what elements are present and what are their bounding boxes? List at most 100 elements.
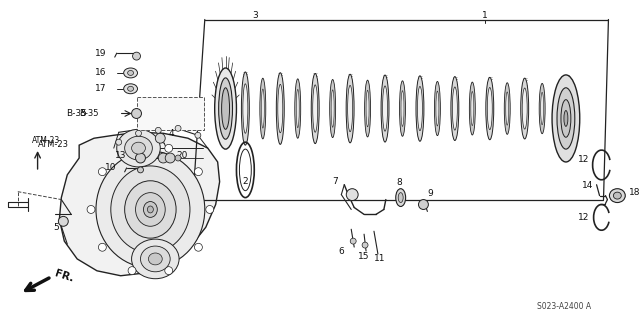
Bar: [136, 97, 204, 130]
Ellipse shape: [487, 87, 492, 130]
Ellipse shape: [564, 110, 568, 126]
Ellipse shape: [366, 90, 369, 127]
Ellipse shape: [522, 88, 527, 129]
Ellipse shape: [416, 76, 424, 141]
Circle shape: [156, 133, 165, 143]
Ellipse shape: [399, 81, 406, 136]
Circle shape: [136, 153, 145, 163]
Circle shape: [128, 267, 136, 275]
Ellipse shape: [311, 73, 319, 144]
Text: 13: 13: [115, 151, 127, 160]
Ellipse shape: [148, 253, 163, 265]
Ellipse shape: [241, 72, 250, 145]
Circle shape: [58, 216, 68, 226]
Text: 6: 6: [339, 247, 344, 256]
Circle shape: [350, 238, 356, 244]
Ellipse shape: [96, 151, 205, 268]
Text: S023-A2400 A: S023-A2400 A: [537, 302, 591, 311]
Text: B-35: B-35: [66, 109, 87, 118]
Ellipse shape: [132, 142, 145, 154]
Ellipse shape: [276, 73, 284, 145]
Circle shape: [138, 167, 143, 173]
Ellipse shape: [398, 193, 403, 203]
Text: 12: 12: [579, 213, 589, 222]
Ellipse shape: [313, 85, 317, 132]
Text: 7: 7: [333, 177, 339, 186]
Text: 11: 11: [374, 255, 385, 263]
Ellipse shape: [296, 89, 300, 128]
Circle shape: [195, 243, 202, 251]
Circle shape: [165, 153, 175, 163]
Ellipse shape: [143, 202, 157, 217]
Text: 14: 14: [582, 181, 594, 190]
Circle shape: [195, 168, 202, 176]
Ellipse shape: [116, 129, 160, 167]
Ellipse shape: [124, 84, 138, 94]
Ellipse shape: [541, 92, 543, 125]
Text: 16: 16: [95, 69, 107, 78]
Ellipse shape: [214, 68, 236, 149]
Circle shape: [136, 130, 141, 136]
Ellipse shape: [348, 85, 353, 132]
Ellipse shape: [521, 78, 529, 139]
Text: B-35: B-35: [79, 109, 99, 118]
Ellipse shape: [539, 83, 545, 134]
Circle shape: [175, 155, 181, 161]
Text: 17: 17: [95, 84, 107, 93]
Ellipse shape: [365, 80, 371, 137]
Text: 5: 5: [54, 223, 60, 232]
Circle shape: [156, 127, 161, 133]
Ellipse shape: [136, 193, 165, 226]
Text: 2: 2: [243, 177, 248, 186]
Ellipse shape: [609, 189, 625, 203]
Circle shape: [164, 144, 173, 152]
Circle shape: [87, 205, 95, 213]
Ellipse shape: [132, 239, 179, 279]
Ellipse shape: [221, 88, 230, 129]
Text: 4: 4: [168, 129, 174, 138]
Ellipse shape: [561, 100, 571, 137]
Text: FR.: FR.: [54, 268, 76, 284]
Ellipse shape: [401, 91, 404, 126]
Ellipse shape: [381, 75, 389, 142]
Ellipse shape: [127, 70, 134, 75]
Circle shape: [132, 52, 141, 60]
Ellipse shape: [506, 92, 509, 125]
Circle shape: [195, 132, 201, 138]
Circle shape: [99, 168, 106, 176]
Ellipse shape: [346, 74, 354, 143]
Ellipse shape: [383, 86, 387, 131]
Text: 3: 3: [252, 11, 258, 20]
Ellipse shape: [330, 79, 335, 137]
Text: 9: 9: [428, 189, 433, 198]
Circle shape: [158, 153, 168, 163]
Polygon shape: [60, 132, 220, 276]
Ellipse shape: [552, 75, 580, 162]
Text: 20: 20: [176, 151, 188, 160]
Ellipse shape: [452, 87, 458, 130]
Circle shape: [128, 144, 136, 152]
Text: 1: 1: [482, 11, 488, 20]
Ellipse shape: [557, 88, 575, 149]
Ellipse shape: [261, 89, 264, 128]
Ellipse shape: [331, 90, 334, 127]
Text: ATM-23: ATM-23: [38, 140, 68, 149]
Circle shape: [362, 242, 368, 248]
Ellipse shape: [504, 83, 510, 134]
Text: 12: 12: [579, 155, 589, 165]
Ellipse shape: [141, 246, 170, 272]
Ellipse shape: [125, 136, 152, 160]
Circle shape: [116, 139, 122, 145]
Circle shape: [99, 243, 106, 251]
Ellipse shape: [613, 192, 621, 199]
Circle shape: [164, 267, 173, 275]
Text: 18: 18: [629, 188, 640, 197]
Ellipse shape: [451, 77, 459, 140]
Ellipse shape: [260, 78, 266, 139]
Ellipse shape: [396, 189, 406, 206]
Ellipse shape: [471, 92, 474, 126]
Circle shape: [132, 108, 141, 118]
Ellipse shape: [469, 82, 476, 135]
Circle shape: [175, 125, 181, 131]
Text: ATM-23: ATM-23: [31, 136, 60, 145]
